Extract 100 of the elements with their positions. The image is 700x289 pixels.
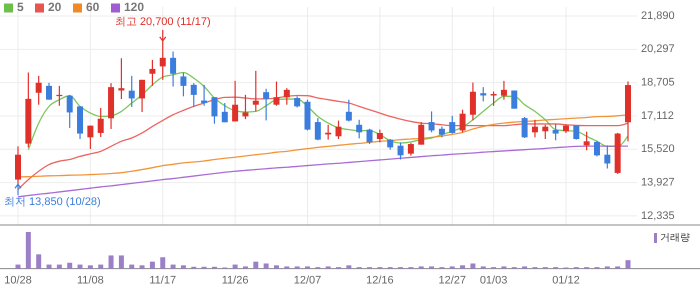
candlestick: [128, 75, 135, 108]
bar: [78, 264, 83, 269]
bar: [522, 266, 528, 269]
candlestick: [418, 121, 424, 146]
candlestick: [170, 50, 176, 88]
y-tick-label: 20,297: [641, 43, 675, 56]
bar: [346, 265, 352, 269]
candlestick: [118, 58, 124, 100]
candlestick: [573, 124, 580, 140]
candlestick: [232, 80, 238, 122]
candlestick: [500, 80, 507, 100]
candlestick: [376, 129, 383, 143]
candlestick: [366, 128, 373, 145]
bar: [36, 254, 42, 269]
legend-label: 5: [17, 0, 24, 14]
x-tick-label: 11/17: [149, 274, 176, 287]
candlestick: [584, 131, 590, 151]
bar: [170, 264, 176, 269]
x-tick-label: 01/03: [480, 274, 508, 287]
candlestick: [87, 125, 94, 150]
bar: [429, 266, 434, 269]
bar: [88, 265, 93, 269]
y-tick-label: 17,112: [641, 110, 674, 122]
candlestick: [66, 94, 73, 129]
candlestick: [532, 119, 538, 138]
legend-label: 20: [48, 0, 62, 14]
bar: [470, 263, 476, 269]
bar: [604, 266, 610, 269]
annotation: 최저 13,850 (10/28): [4, 196, 101, 208]
legend-label: 거래량: [660, 232, 690, 244]
bar: [418, 266, 424, 269]
bar: [129, 264, 134, 269]
candlestick: [314, 117, 321, 141]
candlestick: [398, 142, 404, 160]
candlestick: [211, 96, 218, 124]
candlestick: [408, 142, 414, 156]
y-tick-label: 18,705: [641, 76, 675, 89]
y-tick-label: 13,927: [641, 176, 675, 188]
bar: [232, 264, 238, 269]
bar: [304, 266, 310, 269]
bar: [108, 255, 114, 269]
bar: [16, 264, 20, 269]
legend-label: 120: [124, 0, 144, 14]
bar: [118, 255, 124, 269]
bar: [242, 266, 248, 269]
bar: [26, 232, 31, 269]
candlestick: [325, 124, 332, 140]
candlestick: [336, 120, 342, 140]
x-tick-label: 11/08: [77, 274, 104, 287]
bar: [294, 266, 300, 269]
bar: [150, 262, 155, 269]
bar: [253, 262, 258, 269]
candlestick: [594, 140, 600, 157]
bar: [140, 265, 145, 269]
candlestick: [356, 119, 362, 139]
candlestick: [449, 115, 456, 134]
candlestick: [542, 124, 548, 140]
candlestick: [36, 75, 42, 106]
x-tick-label: 12/27: [438, 274, 466, 287]
bar: [480, 266, 486, 269]
candlestick: [428, 110, 435, 133]
bar: [284, 266, 290, 269]
bar: [67, 262, 72, 269]
bar: [46, 264, 52, 269]
bar: [626, 260, 630, 269]
candlestick: [46, 82, 52, 100]
candlestick: [263, 88, 270, 121]
candlestick: [604, 144, 610, 170]
candlestick: [242, 94, 248, 120]
bar: [98, 264, 104, 269]
candlestick: [190, 82, 197, 108]
y-tick-label: 21,890: [641, 10, 675, 22]
candlestick: [460, 109, 466, 133]
candlestick: [490, 90, 497, 106]
candlestick: [252, 70, 259, 112]
bar: [326, 266, 331, 269]
bar: [615, 266, 620, 269]
bar: [160, 257, 166, 269]
x-tick-label: 11/26: [222, 274, 248, 287]
bar: [460, 265, 466, 269]
bar: [274, 265, 279, 269]
bar: [56, 264, 62, 269]
x-tick-label: 12/16: [366, 274, 394, 287]
x-tick-label: 12/07: [294, 274, 322, 287]
y-tick-label: 15,520: [641, 143, 675, 156]
candlestick: [438, 126, 445, 138]
candlestick: [139, 79, 146, 113]
candlestick: [470, 82, 476, 121]
candlestick: [149, 59, 156, 86]
bar: [264, 263, 269, 269]
bar: [501, 266, 506, 269]
bar: [180, 265, 186, 269]
candlestick: [387, 138, 394, 150]
candlestick: [284, 88, 290, 106]
candlestick: [180, 72, 186, 97]
annotation: 최고 20,700 (11/17): [114, 16, 211, 28]
bar: [450, 266, 455, 269]
x-tick-label: 01/12: [552, 274, 580, 287]
x-tick-label: 10/28: [4, 274, 32, 287]
candlestick: [201, 84, 208, 106]
